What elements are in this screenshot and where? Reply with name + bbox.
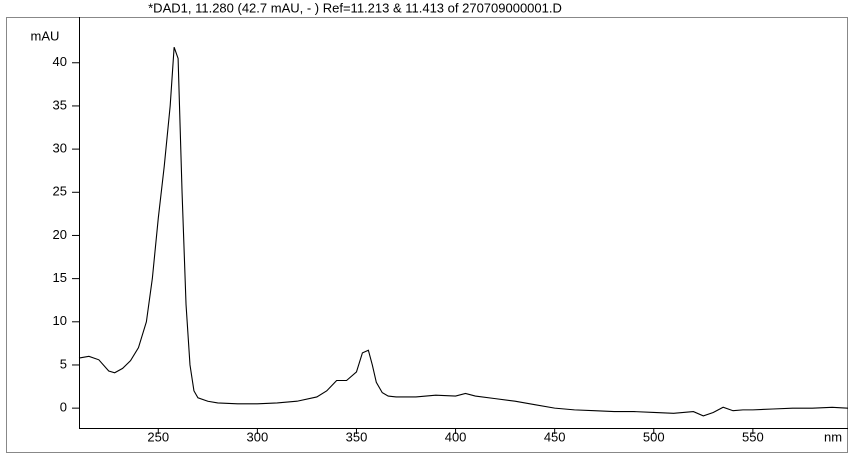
- x-tick-label: 500: [643, 429, 665, 444]
- y-tick-label: 40: [53, 54, 67, 69]
- x-axis-label: nm: [824, 429, 842, 444]
- y-axis-label: mAU: [31, 28, 60, 43]
- x-tick-label: 300: [247, 429, 269, 444]
- y-tick-label: 10: [53, 313, 67, 328]
- chart-title: *DAD1, 11.280 (42.7 mAU, - ) Ref=11.213 …: [148, 0, 562, 15]
- x-tick-label: 250: [147, 429, 169, 444]
- x-tick-label: 400: [445, 429, 467, 444]
- y-tick-label: 30: [53, 141, 67, 156]
- frame: [6, 17, 848, 453]
- spectrum-line: [78, 47, 849, 417]
- x-tick-label: 450: [544, 429, 566, 444]
- y-tick-label: 35: [53, 97, 67, 112]
- x-tick-label: 350: [346, 429, 368, 444]
- y-tick-label: 15: [53, 270, 67, 285]
- x-tick-label: 550: [742, 429, 764, 444]
- y-tick-label: 20: [53, 227, 67, 242]
- y-tick-label: 0: [60, 400, 67, 415]
- y-tick-label: 25: [53, 184, 67, 199]
- y-tick-label: 5: [60, 356, 67, 371]
